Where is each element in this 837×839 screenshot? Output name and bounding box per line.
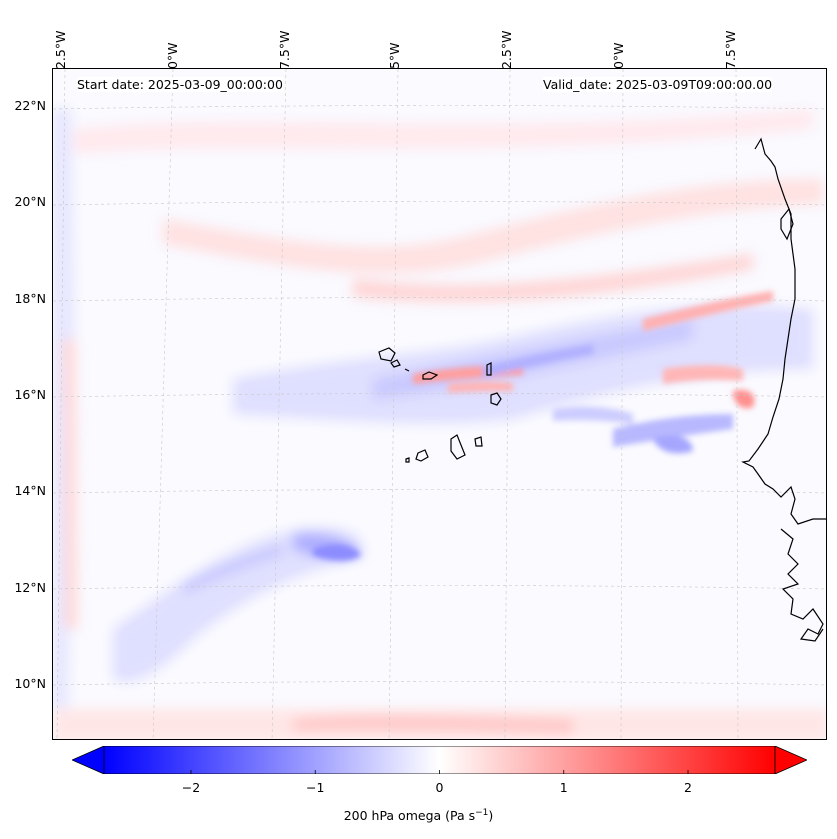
colorbar-tick-marks xyxy=(190,770,689,774)
lat-label-10n: 10°N xyxy=(14,676,46,691)
colorbar xyxy=(71,745,808,775)
colorbar-tick-label: −2 xyxy=(181,780,201,795)
valid-date-text: Valid_date: 2025-03-09T09:00:00.00 xyxy=(543,77,773,92)
lat-label-18n: 18°N xyxy=(14,291,46,306)
colorbar-tick-label: 1 xyxy=(559,780,568,795)
colorbar-tick-label: −1 xyxy=(306,780,325,795)
colorbar-tick-label: 0 xyxy=(435,780,444,795)
colorbar-tick-label: 2 xyxy=(684,780,692,795)
map-gridlines xyxy=(53,69,826,739)
colorbar-extend-high xyxy=(774,745,808,775)
omega-field-contours xyxy=(53,109,826,739)
lat-label-14n: 14°N xyxy=(14,483,46,498)
start-date-text: Start date: 2025-03-09_00:00:00 xyxy=(77,77,283,92)
colorbar-svg xyxy=(71,745,808,775)
map-frame xyxy=(52,68,827,740)
lat-label-20n: 20°N xyxy=(14,194,46,209)
colorbar-extend-low xyxy=(71,745,105,775)
colorbar-label: 200 hPa omega (Pa s−1) xyxy=(343,808,494,824)
coastlines xyxy=(378,137,826,642)
colorbar-body xyxy=(103,745,776,775)
lat-label-16n: 16°N xyxy=(14,387,46,402)
lat-label-12n: 12°N xyxy=(14,580,46,595)
lat-label-22n: 22°N xyxy=(14,98,46,113)
omega-field-map xyxy=(53,69,826,739)
